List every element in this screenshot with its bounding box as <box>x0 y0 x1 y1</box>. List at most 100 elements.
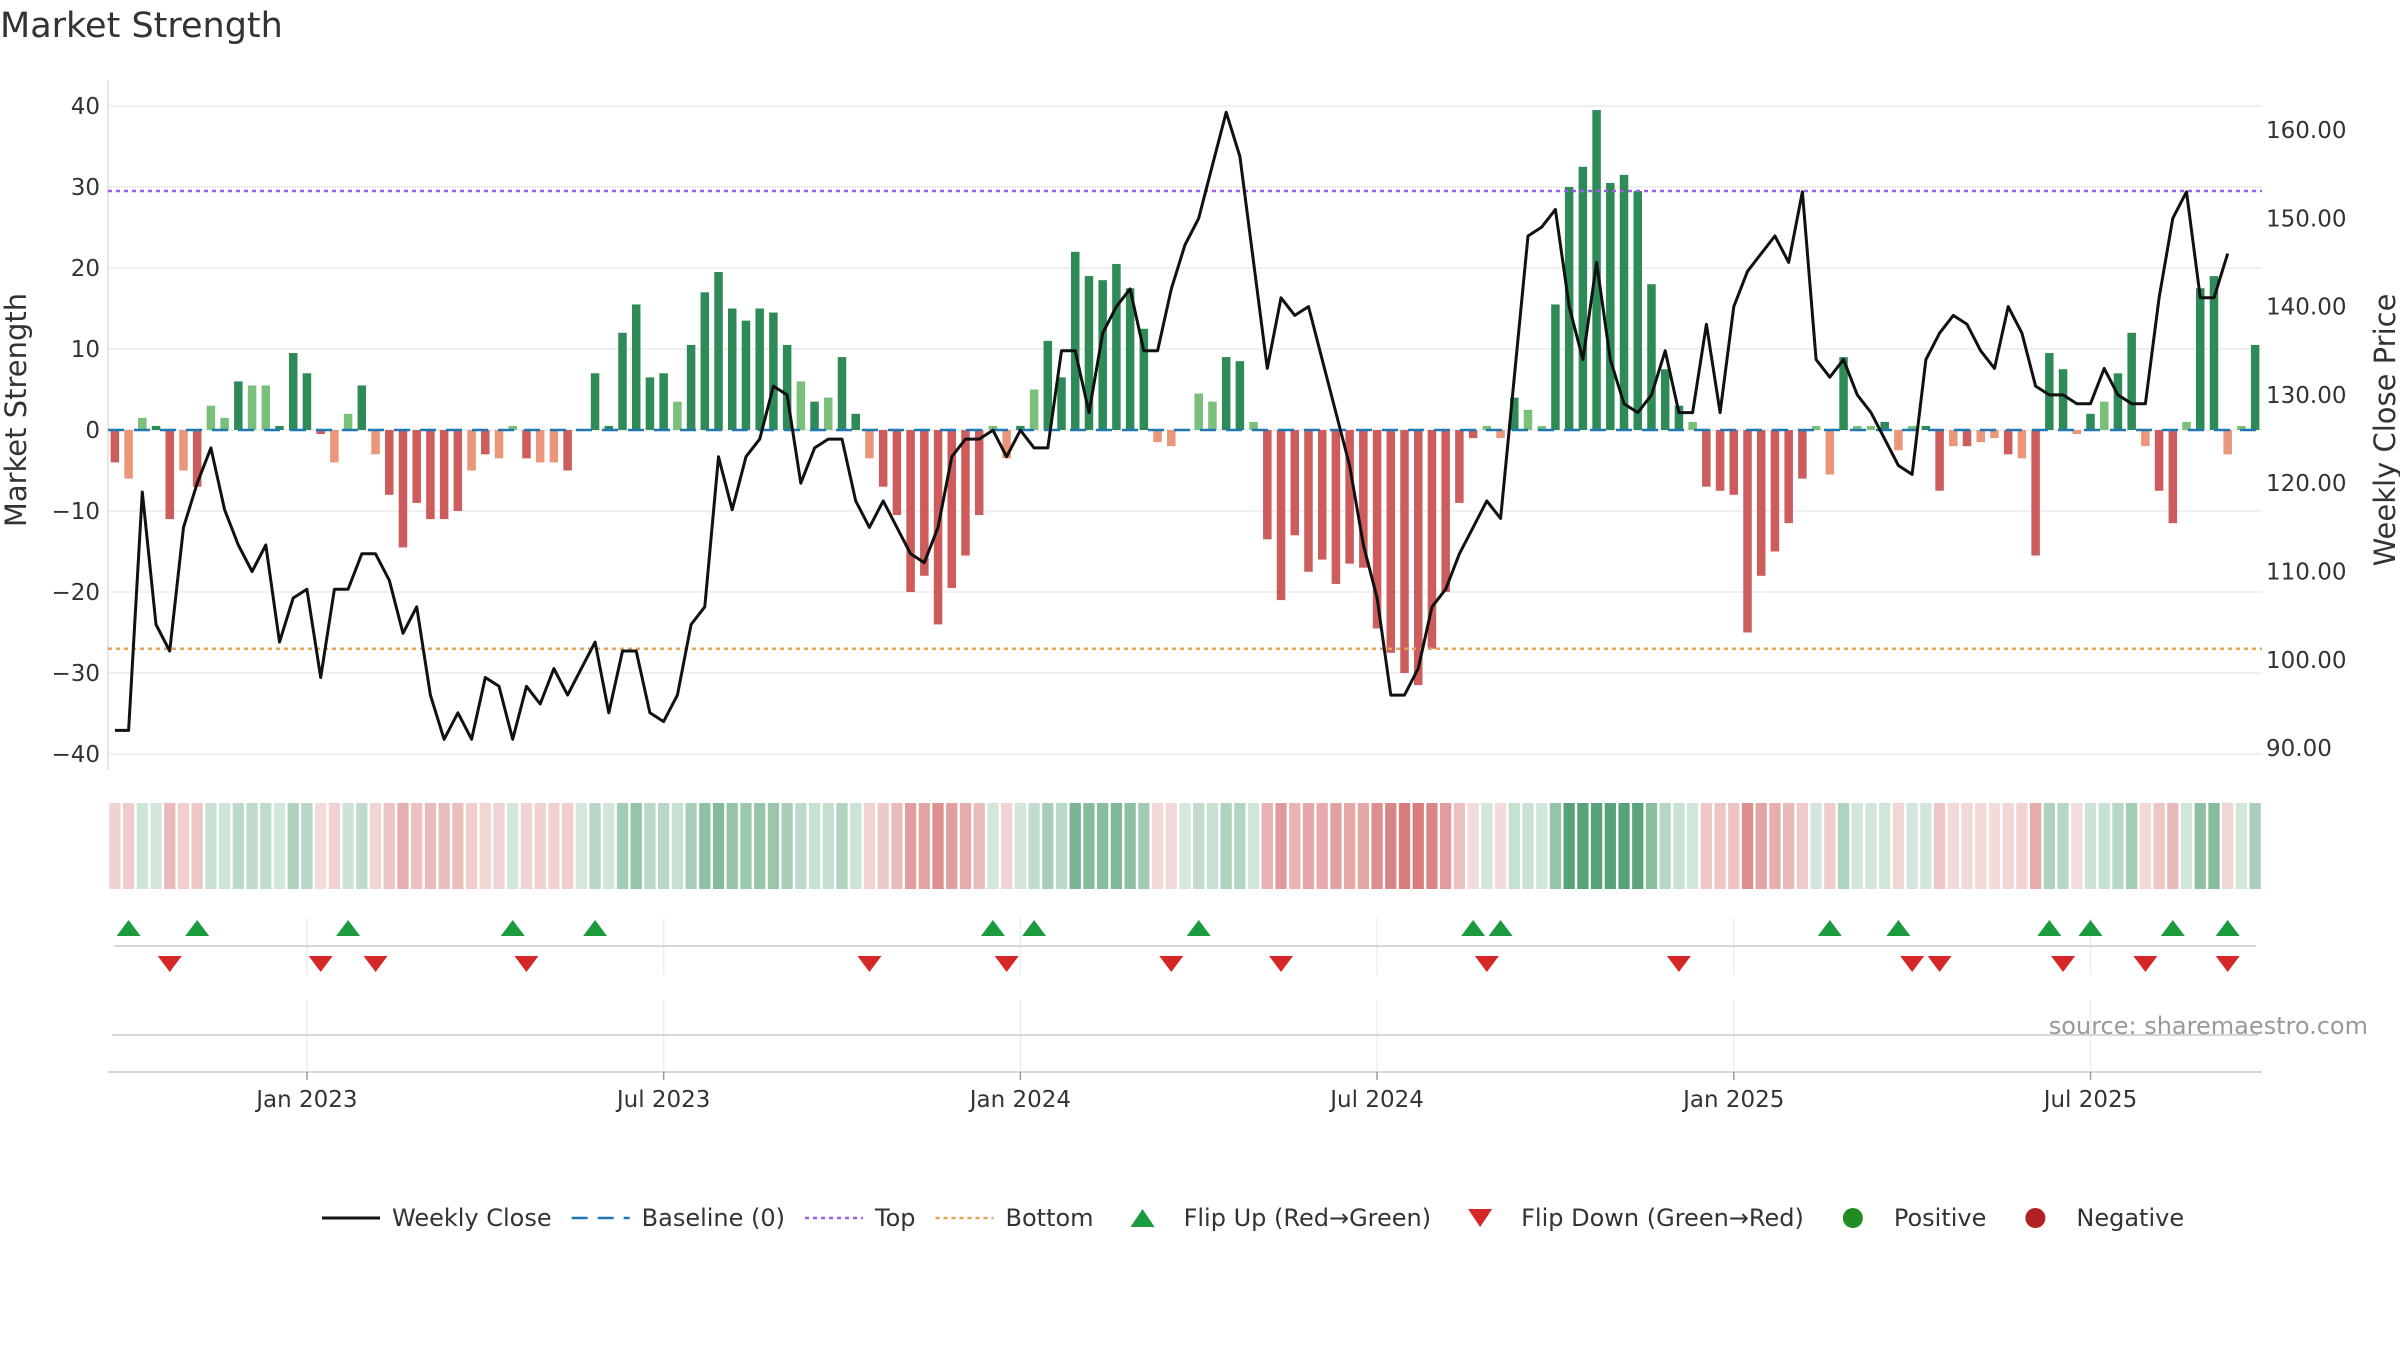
strip-cell <box>1179 803 1191 889</box>
right-tick-label: 90.00 <box>2266 736 2332 762</box>
strength-bar <box>1194 393 1203 430</box>
strength-bar <box>2209 276 2219 430</box>
strip-cell <box>177 803 190 889</box>
strength-bar <box>165 430 174 520</box>
strength-bar <box>1935 430 1944 491</box>
strength-bar <box>1057 377 1066 430</box>
strength-bar <box>631 304 641 430</box>
strength-bar <box>1756 430 1766 576</box>
strip-cell <box>2194 803 2206 889</box>
strength-bar <box>2086 413 2095 430</box>
strength-bars <box>110 110 2260 686</box>
strength-bar <box>494 430 504 459</box>
strip-cell <box>575 803 587 889</box>
flip-up-marker <box>185 920 210 936</box>
strip-cell <box>1261 803 1273 889</box>
strength-bar <box>2237 425 2246 430</box>
left-tick-label: 10 <box>71 337 100 363</box>
strength-bar <box>1002 430 1011 459</box>
strip-cell <box>1124 803 1136 889</box>
strength-bar <box>1345 430 1354 564</box>
strength-bar <box>1990 430 1999 439</box>
strip-cell <box>136 803 148 889</box>
strip-cell <box>2139 803 2152 889</box>
strength-bar <box>110 430 120 463</box>
strip-cell <box>1755 803 1767 889</box>
strength-bar <box>1167 430 1176 447</box>
strip-cell <box>2112 803 2124 889</box>
weekly-close-series <box>114 110 2230 741</box>
strength-bar <box>138 417 147 430</box>
right-axis: 160.00 150.00 140.00 130.00 120.00 110.00 100.… <box>2266 118 2346 762</box>
strength-bar <box>1510 397 1519 430</box>
strength-bar <box>782 344 792 430</box>
flip-down-marker <box>1269 956 1294 972</box>
strip-cell <box>1398 803 1411 889</box>
left-tick-label: 30 <box>71 175 100 201</box>
strength-bar <box>686 344 696 430</box>
strip-cell <box>452 803 464 889</box>
strength-bar <box>2058 369 2068 430</box>
strip-cell <box>1055 803 1068 889</box>
strip-cell <box>1014 803 1026 889</box>
flip-down-marker <box>157 956 182 972</box>
strength-bar <box>1949 430 1958 447</box>
strength-bar <box>1235 361 1245 430</box>
legend-item-negative: Negative <box>2025 1204 2184 1232</box>
legend-swatch <box>1130 1209 1155 1227</box>
flip-up-marker <box>2037 920 2062 936</box>
strength-bar <box>2168 430 2178 524</box>
strength-bar <box>645 377 655 430</box>
strength-bar <box>1455 430 1464 503</box>
strip-cell <box>411 803 423 889</box>
strength-bar <box>1263 430 1272 540</box>
legend-label: Negative <box>2076 1204 2184 1232</box>
strength-bar <box>1880 421 1889 430</box>
strength-bar <box>920 430 929 576</box>
strength-bar <box>563 430 572 471</box>
strip-cell <box>1769 803 1781 889</box>
strength-bar <box>275 425 284 430</box>
strength-bar <box>1221 357 1231 430</box>
strip-cell <box>342 803 354 889</box>
strip-cell <box>328 803 341 889</box>
flip-down-marker <box>1159 956 1184 972</box>
strip-cell <box>1892 803 1905 889</box>
flip-up-marker <box>1186 920 1211 936</box>
legend-item-flip-down: Flip Down (Green→Red) <box>1468 1204 1804 1232</box>
strip-cell <box>630 803 642 889</box>
strip-cell <box>671 803 683 889</box>
legend-label: Top <box>874 1204 916 1232</box>
strength-bar <box>234 381 243 430</box>
strength-bar <box>769 312 778 430</box>
strength-bar <box>865 430 874 459</box>
strip-cell <box>699 803 711 889</box>
strength-bar <box>288 353 298 430</box>
strength-bar <box>1400 430 1409 673</box>
strength-bar <box>343 413 353 430</box>
strength-bar <box>124 430 133 479</box>
strip-cell <box>685 803 697 889</box>
x-tick-label: Jul 2024 <box>1328 1087 1424 1113</box>
strip-cell <box>1097 803 1109 889</box>
strip-cell <box>767 803 780 889</box>
strength-bar <box>1125 288 1135 430</box>
strength-bar <box>1811 425 1821 430</box>
strip-cell <box>2167 803 2179 889</box>
strip-cell <box>232 803 244 889</box>
strength-bar <box>535 430 545 463</box>
strip-cell <box>904 803 917 889</box>
strength-bar <box>467 430 476 471</box>
strength-bar <box>508 425 517 430</box>
strip-cell <box>1659 803 1671 889</box>
strength-bar <box>412 430 421 503</box>
flip-down-marker <box>2051 956 2076 972</box>
flip-up-marker <box>2215 920 2240 936</box>
strip-cell <box>2153 803 2165 889</box>
strength-bar <box>151 425 161 430</box>
strip-cell <box>164 803 176 889</box>
strength-bar <box>2154 430 2164 491</box>
strip-cell <box>2235 803 2248 889</box>
strip-cell <box>1165 803 1177 889</box>
strip-cell <box>507 803 519 889</box>
